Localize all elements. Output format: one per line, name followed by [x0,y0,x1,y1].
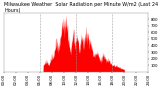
Text: Milwaukee Weather  Solar Radiation per Minute W/m2 (Last 24 Hours): Milwaukee Weather Solar Radiation per Mi… [4,2,158,13]
